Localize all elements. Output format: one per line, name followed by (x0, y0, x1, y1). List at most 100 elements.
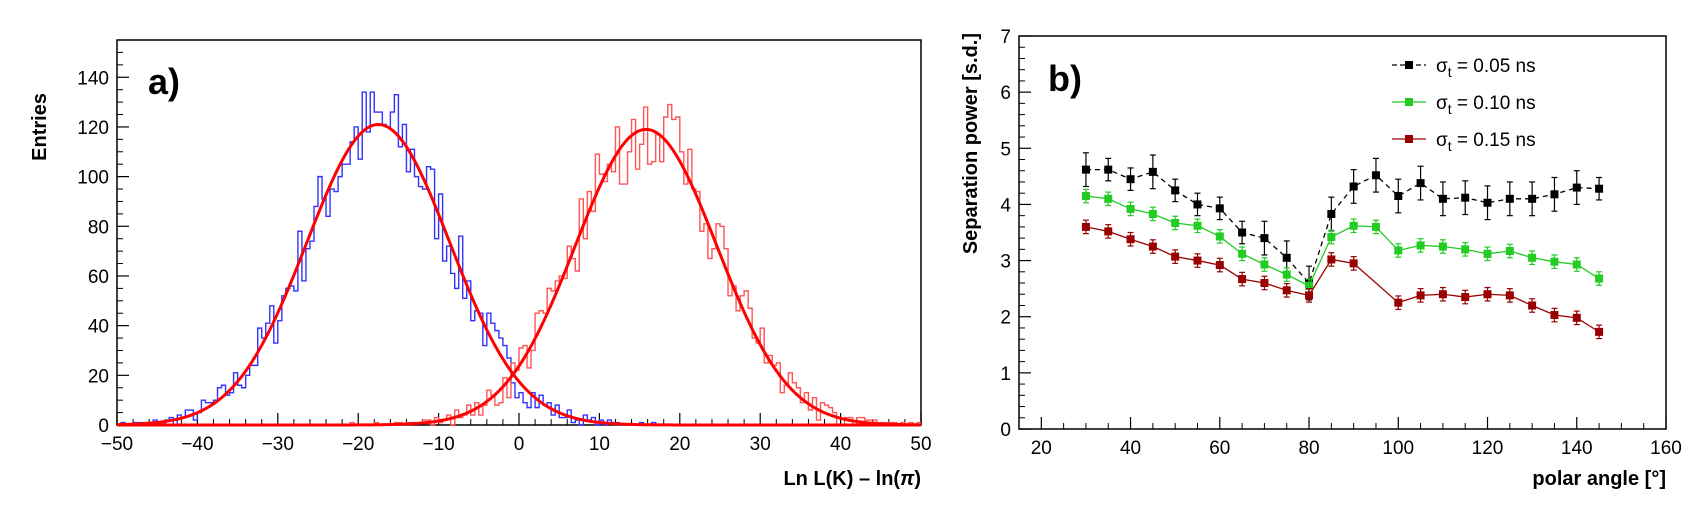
chart-b-series (1081, 152, 1604, 340)
data-point (1126, 175, 1135, 184)
legend-label: σt = 0.05 ns (1436, 56, 1536, 80)
data-point (1595, 274, 1604, 283)
chart-a-ylabel: Entries (29, 93, 51, 161)
data-point (1371, 222, 1380, 231)
data-point (1215, 232, 1224, 241)
data-point (1305, 291, 1314, 300)
y-tick-label: 1 (1000, 364, 1011, 385)
x-tick-label: 20 (669, 434, 690, 455)
x-tick-label: 40 (1120, 438, 1141, 459)
chart-b: 20 40 60 80 100 120 140 160 0 1 2 3 4 5 6 7 b) Separati… (960, 27, 1682, 490)
data-point (1550, 311, 1559, 320)
data-point (1238, 275, 1247, 284)
data-point (1505, 291, 1514, 300)
y-tick-label: 100 (77, 168, 109, 189)
x-tick-label: −20 (342, 434, 374, 455)
x-tick-label: −40 (181, 434, 213, 455)
histogram-pion (117, 91, 921, 426)
data-point (1305, 281, 1314, 290)
x-tick-label: 140 (1561, 438, 1593, 459)
chart-a-panel-label: a) (148, 61, 180, 102)
data-point (1081, 222, 1090, 231)
x-tick-label: 0 (514, 434, 525, 455)
y-tick-label: 3 (1000, 252, 1011, 273)
x-tick-label: 10 (589, 434, 610, 455)
series-line (1085, 226, 1600, 333)
y-tick-label: 60 (88, 267, 109, 288)
chart-a-xlabel-symbol: π (900, 468, 915, 490)
data-point (1215, 204, 1224, 213)
x-tick-label: −50 (101, 434, 133, 455)
x-tick-label: 120 (1472, 438, 1504, 459)
legend-value: = 0.10 ns (1452, 93, 1536, 114)
data-point (1572, 313, 1581, 322)
y-tick-label: 0 (98, 416, 109, 437)
y-tick-label: 7 (1000, 27, 1011, 48)
data-point (1171, 186, 1180, 195)
data-point (1081, 192, 1090, 201)
data-point (1193, 256, 1202, 265)
data-point (1595, 184, 1604, 193)
y-tick-label: 0 (1000, 420, 1011, 441)
x-tick-label: 20 (1031, 438, 1052, 459)
y-tick-label: 20 (88, 366, 109, 387)
legend-value: = 0.05 ns (1452, 56, 1536, 77)
data-point (1171, 252, 1180, 261)
data-point (1260, 234, 1269, 243)
legend-subscript: t (1448, 101, 1452, 117)
data-point (1104, 194, 1113, 203)
y-tick-label: 140 (77, 68, 109, 89)
x-tick-label: 100 (1382, 438, 1414, 459)
chart-b-axes: 20 40 60 80 100 120 140 160 0 1 2 3 4 5 6 7 (1000, 27, 1681, 459)
data-point (1572, 260, 1581, 269)
data-point (1394, 192, 1403, 201)
legend-subscript: t (1448, 138, 1452, 154)
series-line (1085, 168, 1600, 285)
data-point (1528, 253, 1537, 262)
data-point (1528, 301, 1537, 310)
y-tick-label: 4 (1000, 195, 1011, 216)
chart-a: −50 −40 −30 −20 −10 0 10 20 30 40 50 0 20 40 60 80 100 12… (29, 39, 932, 490)
y-tick-label: 120 (77, 118, 109, 139)
series-line (1085, 195, 1600, 287)
data-point (1394, 298, 1403, 307)
x-tick-label: 80 (1298, 438, 1319, 459)
legend-label: σt = 0.10 ns (1436, 93, 1536, 117)
x-tick-label: 40 (830, 434, 851, 455)
legend-marker (1405, 98, 1413, 106)
data-point (1327, 232, 1336, 241)
legend-marker (1405, 135, 1413, 143)
data-point (1438, 194, 1447, 203)
x-tick-label: 50 (910, 434, 931, 455)
data-point (1461, 293, 1470, 302)
data-point (1483, 290, 1492, 299)
x-tick-label: 60 (1209, 438, 1230, 459)
data-point (1238, 249, 1247, 258)
data-point (1327, 255, 1336, 264)
x-tick-label: −10 (422, 434, 454, 455)
data-point (1148, 209, 1157, 218)
data-point (1282, 253, 1291, 262)
data-point (1438, 242, 1447, 251)
x-tick-label: 30 (750, 434, 771, 455)
data-point (1282, 286, 1291, 295)
chart-a-series (116, 91, 922, 427)
chart-a-xlabel: Ln L(K) – ln(π) (783, 468, 921, 490)
y-tick-label: 40 (88, 317, 109, 338)
data-point (1349, 221, 1358, 230)
data-point (1394, 246, 1403, 255)
data-point (1171, 218, 1180, 227)
data-point (1550, 257, 1559, 266)
data-point (1148, 242, 1157, 251)
data-point (1416, 291, 1425, 300)
x-tick-label: −30 (262, 434, 294, 455)
series-2 (1081, 219, 1604, 340)
legend-value: = 0.15 ns (1452, 130, 1536, 151)
data-point (1416, 179, 1425, 188)
data-point (1550, 190, 1559, 199)
legend-sigma: σ (1436, 130, 1448, 151)
data-point (1572, 183, 1581, 192)
chart-b-frame (1018, 35, 1667, 430)
y-tick-label: 6 (1000, 83, 1011, 104)
